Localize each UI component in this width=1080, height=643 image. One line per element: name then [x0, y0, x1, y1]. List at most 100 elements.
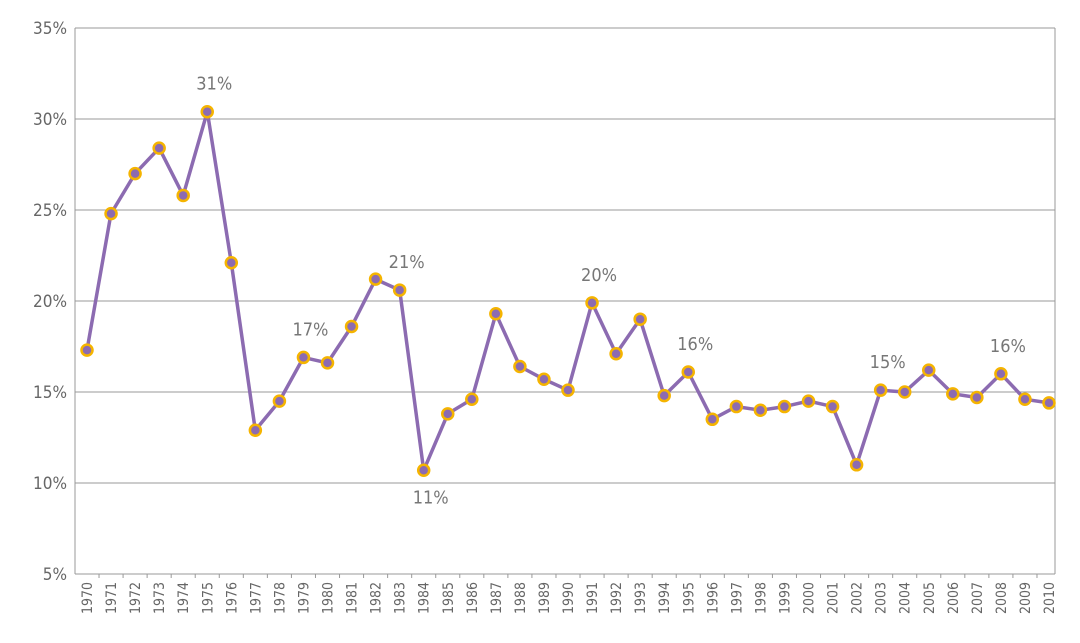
x-tick-label: 2008 — [994, 582, 1010, 614]
x-tick-label: 2007 — [970, 582, 986, 614]
annotation-1983: 21% — [389, 252, 425, 273]
x-tick-label: 2006 — [946, 582, 962, 614]
annotation-1979: 17% — [292, 319, 328, 340]
data-points — [80, 104, 1056, 478]
data-point-1970 — [80, 343, 94, 357]
series-line-path — [85, 109, 1050, 473]
x-tick-label: 2010 — [1042, 582, 1058, 614]
x-tick-label: 1994 — [657, 582, 673, 614]
data-point-1999 — [777, 399, 792, 414]
data-point-1976 — [224, 256, 239, 270]
y-tick-label: 35% — [33, 19, 67, 39]
x-tick-label: 1978 — [272, 582, 288, 614]
x-tick-label: 1996 — [705, 582, 721, 614]
data-point-1980 — [320, 356, 335, 370]
x-tick-label: 1987 — [489, 582, 505, 614]
annotation-1984: 11% — [413, 487, 449, 508]
data-point-2001 — [825, 399, 840, 414]
data-point-1983 — [392, 283, 407, 297]
x-tick-label: 1984 — [417, 582, 433, 614]
x-tick-label: 1988 — [513, 582, 529, 614]
data-point-1987 — [489, 306, 503, 321]
data-point-2008 — [994, 367, 1008, 381]
x-tick-label: 2000 — [802, 582, 818, 614]
data-point-2005 — [922, 363, 936, 377]
data-point-1985 — [441, 407, 455, 421]
x-tick-label: 1982 — [369, 582, 385, 614]
data-point-2010 — [1042, 396, 1056, 410]
series-line — [85, 109, 1050, 473]
x-tick-label: 1995 — [681, 582, 697, 614]
data-point-1995 — [681, 365, 695, 379]
data-point-1975 — [200, 104, 214, 119]
x-tick-label: 1990 — [561, 582, 577, 614]
x-tick-label: 1975 — [200, 582, 216, 614]
data-point-2002 — [849, 458, 864, 472]
data-point-2003 — [873, 383, 888, 397]
data-point-1988 — [513, 359, 527, 374]
data-annotations: 31% 17% 21% 11% 20% 16% 15% 16% — [196, 74, 1026, 509]
data-point-1986 — [465, 392, 479, 407]
y-tick-label: 30% — [33, 110, 67, 130]
x-tick-label: 2009 — [1018, 582, 1034, 614]
x-tick-label: 1981 — [345, 582, 361, 614]
data-point-1982 — [368, 272, 383, 286]
y-axis-tick-labels: 5% 10% 15% 20% 25% 30% 35% — [33, 19, 67, 585]
data-point-1990 — [561, 383, 575, 397]
data-point-2006 — [946, 387, 960, 401]
x-tick-label: 1972 — [128, 582, 144, 614]
y-tick-label: 15% — [33, 383, 67, 403]
x-tick-label: 1970 — [80, 582, 96, 614]
data-point-1984 — [416, 463, 431, 478]
data-point-1979 — [296, 350, 311, 365]
x-tick-label: 1999 — [777, 582, 793, 614]
x-tick-label: 1993 — [633, 582, 649, 614]
y-tick-label: 25% — [33, 201, 67, 221]
x-tick-label: 1983 — [393, 582, 409, 614]
data-point-1972 — [128, 166, 142, 181]
x-tick-label: 1985 — [441, 582, 457, 614]
y-tick-label: 20% — [33, 292, 67, 312]
plot-frame — [74, 28, 1056, 574]
x-tick-label: 1971 — [104, 582, 120, 614]
y-tick-label: 10% — [33, 474, 67, 494]
x-tick-label: 2002 — [850, 582, 866, 614]
x-tick-label: 1989 — [537, 582, 553, 614]
x-tick-label: 1974 — [176, 582, 192, 614]
x-tick-label: 1976 — [224, 582, 240, 614]
annotation-1975: 31% — [196, 74, 232, 95]
x-tick-label: 2003 — [874, 582, 890, 614]
grid-lines — [75, 27, 1055, 575]
x-tick-label: 2005 — [922, 582, 938, 614]
annotation-2008: 16% — [990, 336, 1026, 357]
x-tick-label: 1998 — [753, 582, 769, 614]
y-tick-label: 5% — [43, 565, 67, 585]
x-tick-label: 1986 — [465, 582, 481, 614]
data-point-1998 — [753, 403, 768, 417]
data-point-1974 — [176, 188, 190, 203]
data-point-1997 — [729, 399, 744, 414]
data-point-1973 — [152, 141, 166, 155]
data-point-1996 — [705, 412, 720, 427]
x-tick-label: 2004 — [898, 582, 914, 614]
data-point-1971 — [104, 206, 118, 221]
data-point-1977 — [248, 423, 263, 437]
data-point-1989 — [537, 372, 551, 387]
x-tick-label: 1973 — [152, 582, 168, 614]
x-tick-label: 1997 — [729, 582, 745, 614]
annotation-1995: 16% — [677, 334, 713, 355]
x-tick-label: 1979 — [296, 582, 312, 614]
data-point-2009 — [1018, 392, 1032, 407]
data-point-2004 — [897, 385, 912, 399]
data-point-1992 — [609, 347, 623, 361]
data-point-2000 — [801, 394, 816, 408]
data-point-1993 — [633, 312, 647, 326]
x-tick-label: 1980 — [321, 582, 337, 614]
x-axis-tick-labels: 1970 1971 1972 1973 1974 1975 1976 1977 1978 1979… — [80, 574, 1058, 614]
data-point-2007 — [970, 390, 984, 405]
annotation-1991: 20% — [581, 265, 617, 286]
x-tick-label: 1991 — [585, 582, 601, 614]
data-point-1994 — [657, 388, 671, 403]
x-tick-label: 1977 — [248, 582, 264, 614]
